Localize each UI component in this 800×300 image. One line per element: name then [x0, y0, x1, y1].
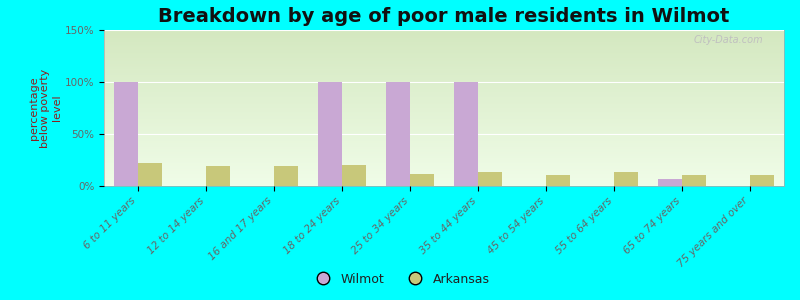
Bar	[114, 82, 138, 186]
Bar	[614, 172, 638, 186]
Bar	[478, 172, 502, 186]
Bar	[138, 163, 162, 186]
Legend: Wilmot, Arkansas: Wilmot, Arkansas	[306, 268, 494, 291]
Bar	[206, 166, 230, 186]
Bar	[546, 175, 570, 186]
Bar	[750, 175, 774, 186]
Bar	[342, 165, 366, 186]
Text: City-Data.com: City-Data.com	[694, 35, 763, 45]
Y-axis label: percentage
below poverty
level: percentage below poverty level	[29, 68, 62, 148]
Bar	[454, 82, 478, 186]
Bar	[682, 175, 706, 186]
Bar	[318, 82, 342, 186]
Bar	[410, 173, 434, 186]
Bar	[658, 179, 682, 186]
Bar	[274, 166, 298, 186]
Bar	[386, 82, 410, 186]
Title: Breakdown by age of poor male residents in Wilmot: Breakdown by age of poor male residents …	[158, 7, 730, 26]
